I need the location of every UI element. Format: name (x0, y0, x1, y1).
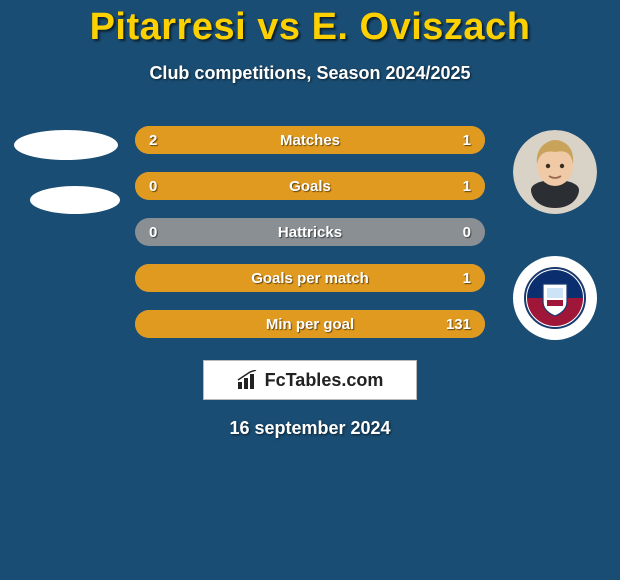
vs-text: vs (257, 6, 300, 48)
stat-label: Matches (135, 132, 485, 149)
footer: FcTables.com 16 september 2024 (0, 360, 620, 439)
footer-date: 16 september 2024 (229, 418, 390, 439)
comparison-subtitle: Club competitions, Season 2024/2025 (0, 63, 620, 84)
stat-row-matches: 2Matches1 (135, 126, 485, 154)
brand-box[interactable]: FcTables.com (203, 360, 417, 400)
stat-label: Hattricks (135, 224, 485, 241)
player1-name: Pitarresi (90, 6, 247, 48)
chart-icon (237, 370, 259, 390)
player2-name: E. Oviszach (312, 6, 531, 48)
right-player-column (497, 120, 612, 340)
stat-label: Goals (135, 178, 485, 195)
stat-right-value: 131 (446, 316, 471, 333)
comparison-title: Pitarresi vs E. Oviszach (0, 0, 620, 49)
brand-text: FcTables.com (265, 370, 384, 391)
player1-club-placeholder (30, 186, 120, 214)
stat-right-value: 0 (463, 224, 471, 241)
player1-avatar-placeholder (14, 130, 118, 160)
player2-avatar-svg (513, 130, 597, 214)
comparison-card: Pitarresi vs E. Oviszach Club competitio… (0, 0, 620, 580)
stat-row-goals_per_match: Goals per match1 (135, 264, 485, 292)
stat-right-value: 1 (463, 270, 471, 287)
stats-list: 2Matches10Goals10Hattricks0Goals per mat… (135, 120, 485, 338)
stat-row-min_per_goal: Min per goal131 (135, 310, 485, 338)
club-badge-svg (523, 266, 587, 330)
player2-avatar (513, 130, 597, 214)
content-area: 2Matches10Goals10Hattricks0Goals per mat… (0, 120, 620, 338)
stat-label: Goals per match (135, 270, 485, 287)
stat-row-hattricks: 0Hattricks0 (135, 218, 485, 246)
stat-label: Min per goal (135, 316, 485, 333)
player2-club-badge (513, 256, 597, 340)
left-player-column (8, 120, 123, 214)
stat-right-value: 1 (463, 132, 471, 149)
stat-row-goals: 0Goals1 (135, 172, 485, 200)
stat-right-value: 1 (463, 178, 471, 195)
